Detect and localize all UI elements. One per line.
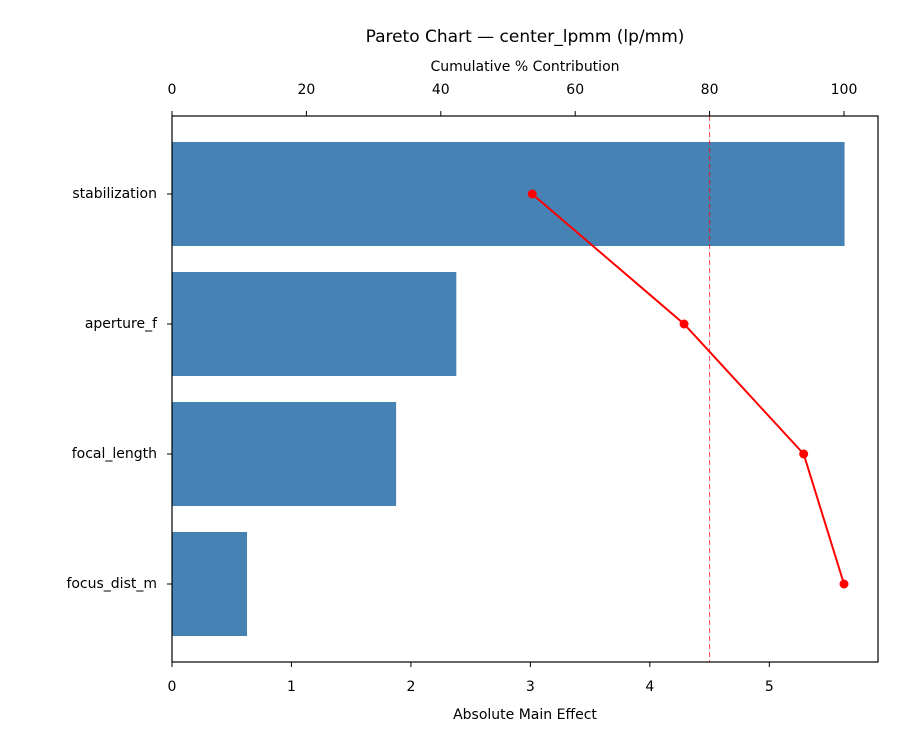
cumulative-point [527, 189, 537, 199]
x2-tick-label: 0 [168, 82, 177, 98]
x-axis-label: Absolute Main Effect [453, 707, 597, 723]
x-tick-label: 4 [645, 679, 654, 695]
x-tick-label: 3 [526, 679, 535, 695]
x2-tick-label: 100 [831, 82, 858, 98]
x2-tick-label: 20 [297, 82, 315, 98]
bar [172, 142, 845, 246]
bar [172, 532, 248, 636]
y-tick-label: focal_length [72, 446, 157, 462]
x2-axis-label: Cumulative % Contribution [430, 59, 619, 75]
cumulative-point [679, 319, 689, 329]
y-tick-label: stabilization [72, 186, 157, 202]
bar [172, 272, 457, 376]
x2-tick-label: 60 [566, 82, 584, 98]
cumulative-line [531, 193, 845, 585]
y-tick-label: aperture_f [85, 316, 158, 332]
x-tick-label: 2 [406, 679, 415, 695]
chart-title: Pareto Chart — center_lpmm (lp/mm) [366, 27, 685, 47]
x-tick-label: 1 [287, 679, 296, 695]
x-tick-label: 5 [765, 679, 774, 695]
cumulative-point [839, 579, 849, 589]
x-tick-label: 0 [168, 679, 177, 695]
x2-tick-label: 80 [701, 82, 719, 98]
y-tick-label: focus_dist_m [66, 576, 157, 592]
cumulative-point [799, 449, 809, 459]
x2-tick-label: 40 [432, 82, 450, 98]
bar [172, 402, 397, 506]
plot-frame [171, 115, 879, 663]
